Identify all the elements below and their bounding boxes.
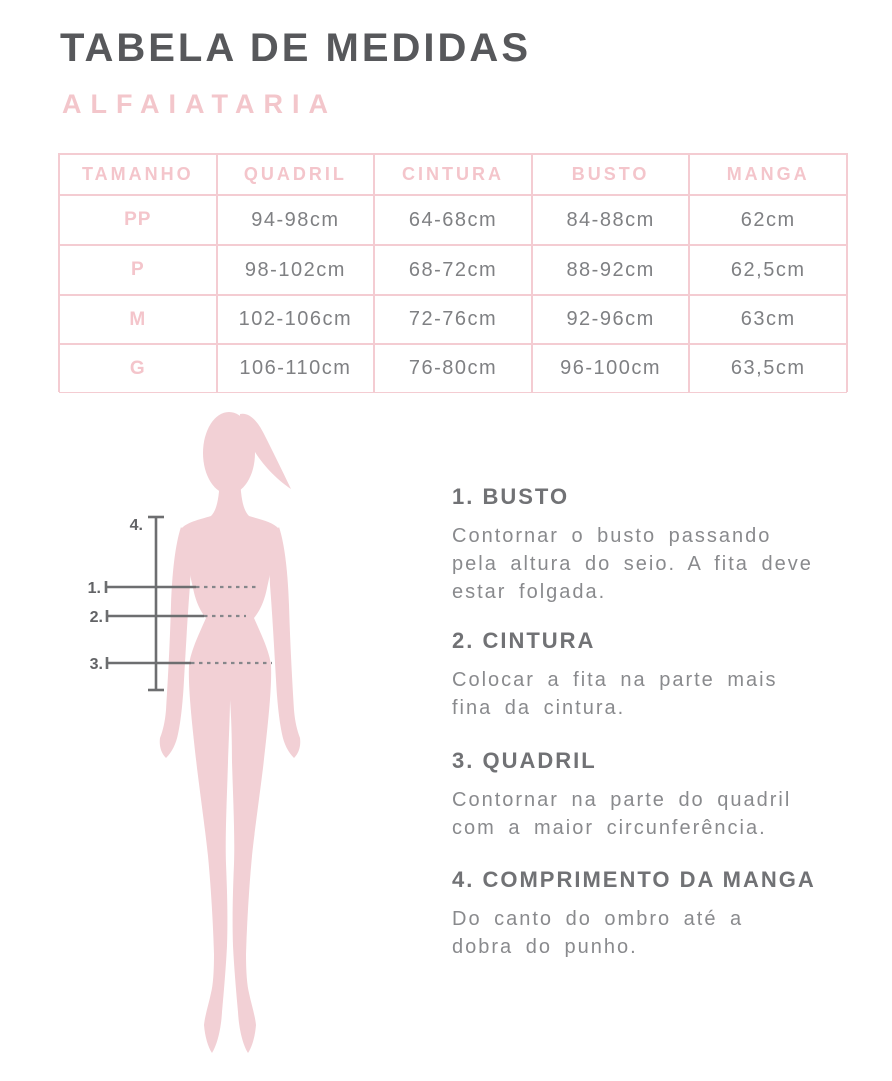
table-cell: 106-110cm xyxy=(216,344,375,393)
instruction-heading: 4. COMPRIMENTO DA MANGA xyxy=(452,867,816,892)
instruction-cintura: 2. CINTURA Colocar a fita na parte mais … xyxy=(452,628,882,722)
silhouette-ponytail xyxy=(240,413,291,489)
sleeve-length-line xyxy=(148,515,164,692)
marker-label-bust: 1. xyxy=(88,580,101,597)
waist-line xyxy=(105,610,246,622)
table-cell: 102-106cm xyxy=(216,295,375,344)
table-cell: 92-96cm xyxy=(531,295,690,344)
instruction-text: Do canto do ombro até a xyxy=(452,908,744,930)
instruction-text: Colocar a fita na parte mais xyxy=(452,669,778,691)
hip-line xyxy=(105,657,272,669)
column-header-manga: MANGA xyxy=(689,154,847,195)
instruction-quadril: 3. QUADRIL Contornar na parte do quadril… xyxy=(452,748,882,842)
table-cell: 98-102cm xyxy=(216,245,375,295)
instruction-heading: 3. QUADRIL xyxy=(452,748,597,773)
table-cell: 94-98cm xyxy=(216,195,375,245)
instruction-busto: 1. BUSTO Contornar o busto passando pela… xyxy=(452,484,882,606)
silhouette-left-arm xyxy=(159,527,191,758)
instruction-text: Contornar o busto passando xyxy=(452,525,772,547)
table-cell: 88-92cm xyxy=(531,245,690,295)
instruction-heading: 2. CINTURA xyxy=(452,628,596,653)
table-cell: 96-100cm xyxy=(531,344,690,393)
size-table: TAMANHO QUADRIL CINTURA BUSTO MANGA PP 9… xyxy=(58,153,848,393)
column-header-busto: BUSTO xyxy=(531,154,690,195)
marker-label-sleeve: 4. xyxy=(130,517,143,534)
table-cell: 64-68cm xyxy=(374,195,532,245)
column-header-tamanho: TAMANHO xyxy=(59,154,217,195)
column-header-quadril: QUADRIL xyxy=(216,154,375,195)
size-label-p: P xyxy=(59,245,217,295)
table-cell: 84-88cm xyxy=(531,195,690,245)
silhouette-head xyxy=(203,412,255,494)
instruction-text: Contornar na parte do quadril xyxy=(452,789,792,811)
instruction-text: pela altura do seio. A fita deve xyxy=(452,553,813,575)
size-label-pp: PP xyxy=(59,195,217,245)
column-header-cintura: CINTURA xyxy=(374,154,532,195)
silhouette-body xyxy=(181,478,279,1053)
table-cell: 68-72cm xyxy=(374,245,532,295)
table-cell: 63,5cm xyxy=(689,344,847,393)
table-cell: 76-80cm xyxy=(374,344,532,393)
marker-label-waist: 2. xyxy=(90,609,103,626)
marker-label-hip: 3. xyxy=(90,656,103,673)
woman-silhouette xyxy=(159,412,301,1053)
silhouette-right-arm xyxy=(269,527,301,758)
instruction-comprimento-manga: 4. COMPRIMENTO DA MANGA Do canto do ombr… xyxy=(452,867,882,961)
page-subtitle: ALFAIATARIA xyxy=(62,89,337,119)
instruction-text: estar folgada. xyxy=(452,581,607,603)
table-cell: 63cm xyxy=(689,295,847,344)
measurement-lines xyxy=(104,515,272,692)
size-label-m: M xyxy=(59,295,217,344)
table-cell: 62,5cm xyxy=(689,245,847,295)
table-cell: 62cm xyxy=(689,195,847,245)
table-cell: 72-76cm xyxy=(374,295,532,344)
instruction-text: com a maior circunferência. xyxy=(452,817,767,839)
instruction-text: fina da cintura. xyxy=(452,697,626,719)
size-label-g: G xyxy=(59,344,217,393)
instruction-text: dobra do punho. xyxy=(452,936,638,958)
page-title: TABELA DE MEDIDAS xyxy=(60,26,531,70)
bust-line xyxy=(104,581,258,593)
instruction-heading: 1. BUSTO xyxy=(452,484,570,509)
